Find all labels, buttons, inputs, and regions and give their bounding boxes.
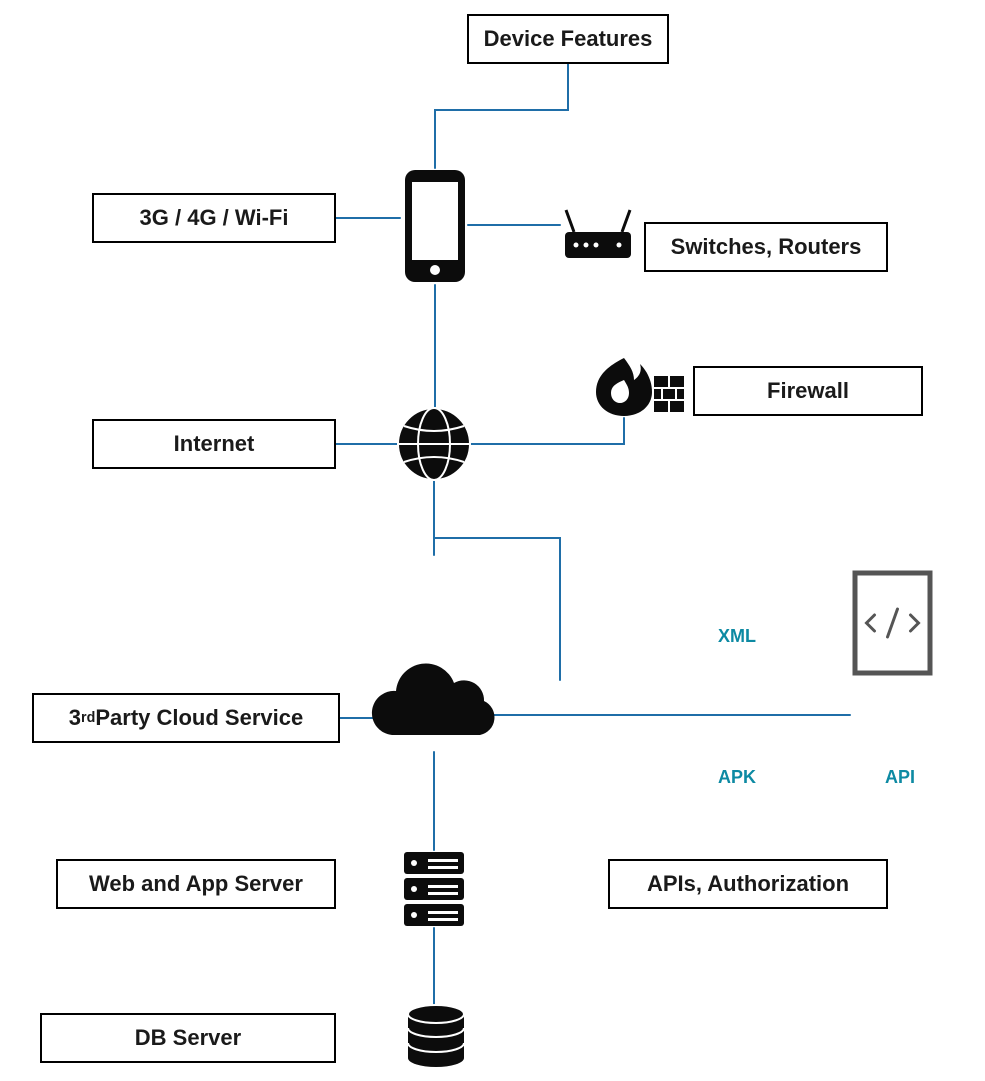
globe-icon <box>398 408 470 480</box>
database-icon <box>408 1005 464 1067</box>
router-icon <box>565 210 631 258</box>
server-icon <box>404 852 464 926</box>
cloud-icon <box>372 663 495 735</box>
diagram-stage: Device Features3G / 4G / Wi-FiSwitches, … <box>0 0 985 1081</box>
wall-icon <box>654 376 684 412</box>
smartphone-icon <box>405 170 465 282</box>
firewall-icon <box>596 358 652 416</box>
icons-layer <box>0 0 985 1081</box>
